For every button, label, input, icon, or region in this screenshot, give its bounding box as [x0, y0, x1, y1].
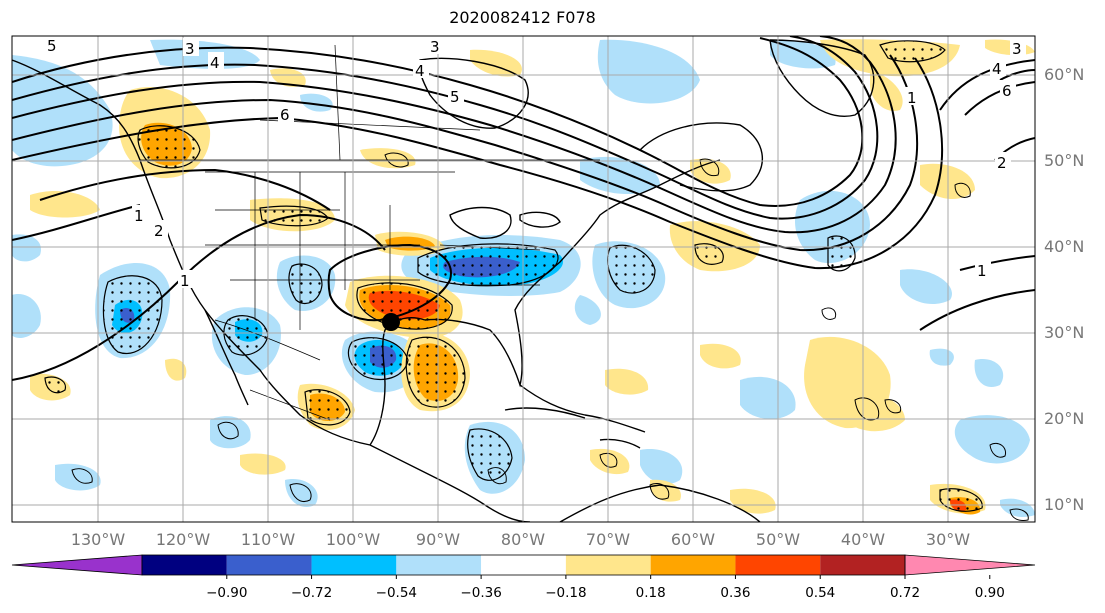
contour-label-1: 1	[134, 207, 144, 225]
lat-label: 20°N	[1044, 409, 1084, 428]
colorbar-segment	[311, 555, 397, 575]
colorbar-tick-label: 0.36	[720, 585, 750, 601]
significance-contours	[71, 152, 1029, 521]
lat-label: 50°N	[1044, 151, 1084, 170]
lon-label: 30°W	[926, 530, 970, 549]
colorbar-segment	[481, 555, 566, 575]
lon-label: 40°W	[841, 530, 885, 549]
contour-labels: 5 3 4 6 3 4 5 1 2 1 4 6 1 2	[45, 36, 1026, 290]
lon-label: 60°W	[671, 530, 715, 549]
colorbar-tick-label: 0.72	[890, 585, 920, 601]
colorbar-segment	[396, 555, 482, 575]
contour-label-4: 4	[210, 54, 220, 72]
longitude-labels: 130°W 120°W 110°W 100°W 90°W 80°W 70°W 6…	[71, 530, 970, 549]
contour-label-3c: 3	[1012, 40, 1022, 58]
lon-label: 80°W	[501, 530, 545, 549]
colorbar-tick-label: 0.18	[636, 585, 666, 601]
significance-stippling	[44, 40, 983, 512]
lon-label: 100°W	[326, 530, 381, 549]
colorbar: −0.90 −0.72 −0.54 −0.36 −0.18 0.18 0.36 0.54 0.7…	[11, 554, 1036, 601]
contour-label-2c: 2	[997, 154, 1007, 172]
map-frame	[11, 35, 1036, 523]
colorbar-segment	[142, 555, 227, 575]
lon-label: 120°W	[156, 530, 211, 549]
graticule	[12, 36, 1035, 522]
contour-label-2: 2	[154, 222, 164, 240]
contour-label-1c: 1	[907, 89, 917, 107]
contour-label-4b: 4	[415, 62, 425, 80]
colorbar-frame	[141, 554, 906, 576]
colorbar-extend-min	[11, 554, 143, 576]
lon-label: 130°W	[71, 530, 126, 549]
lat-label: 30°N	[1044, 323, 1084, 342]
lon-label: 90°W	[416, 530, 460, 549]
contour-label-5b: 5	[450, 88, 460, 106]
colorbar-tick-label: 0.90	[975, 585, 1005, 601]
contour-label-3: 3	[185, 40, 195, 58]
colorbar-tick-label: −0.72	[291, 585, 332, 601]
contour-label-1d: 1	[977, 262, 987, 280]
colorbar-segment	[565, 555, 651, 575]
figure-title: 2020082412 F078	[449, 8, 596, 27]
storm-location-marker	[382, 313, 400, 331]
lat-label: 60°N	[1044, 65, 1084, 84]
contour-label-1b: 1	[180, 272, 190, 290]
colorbar-segment	[735, 555, 821, 575]
lat-label: 10°N	[1044, 495, 1084, 514]
colorbar-segment	[650, 555, 736, 575]
contour-label-6: 6	[280, 106, 290, 124]
colorbar-tick-label: −0.36	[460, 585, 501, 601]
contour-label-3b: 3	[430, 38, 440, 56]
contour-label-4c: 4	[992, 60, 1002, 78]
latitude-labels: 10°N 20°N 30°N 40°N 50°N 60°N	[1044, 65, 1084, 514]
colorbar-tick-label: −0.18	[545, 585, 586, 601]
lon-label: 70°W	[586, 530, 630, 549]
lon-label: 110°W	[241, 530, 296, 549]
colorbar-segment	[820, 555, 905, 575]
contour-label-5: 5	[47, 37, 57, 55]
lon-label: 50°W	[756, 530, 800, 549]
colorbar-tick-label: −0.90	[206, 585, 247, 601]
colorbar-segment	[226, 555, 312, 575]
colorbar-extend-max	[904, 554, 1036, 576]
contour-label-6c: 6	[1002, 82, 1012, 100]
colorbar-tick-label: 0.54	[805, 585, 835, 601]
colorbar-tick-label: −0.54	[376, 585, 417, 601]
lat-label: 40°N	[1044, 237, 1084, 256]
geopotential-contours	[12, 36, 1035, 381]
